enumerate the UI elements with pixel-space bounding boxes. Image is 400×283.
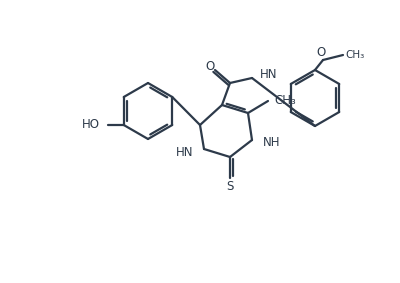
Text: CH₃: CH₃ [274,95,296,108]
Text: S: S [226,179,234,192]
Text: NH: NH [263,136,280,149]
Text: HO: HO [82,119,100,132]
Text: CH₃: CH₃ [345,50,364,60]
Text: O: O [316,46,326,59]
Text: HN: HN [176,147,193,160]
Text: HN: HN [260,68,278,82]
Text: O: O [205,59,215,72]
